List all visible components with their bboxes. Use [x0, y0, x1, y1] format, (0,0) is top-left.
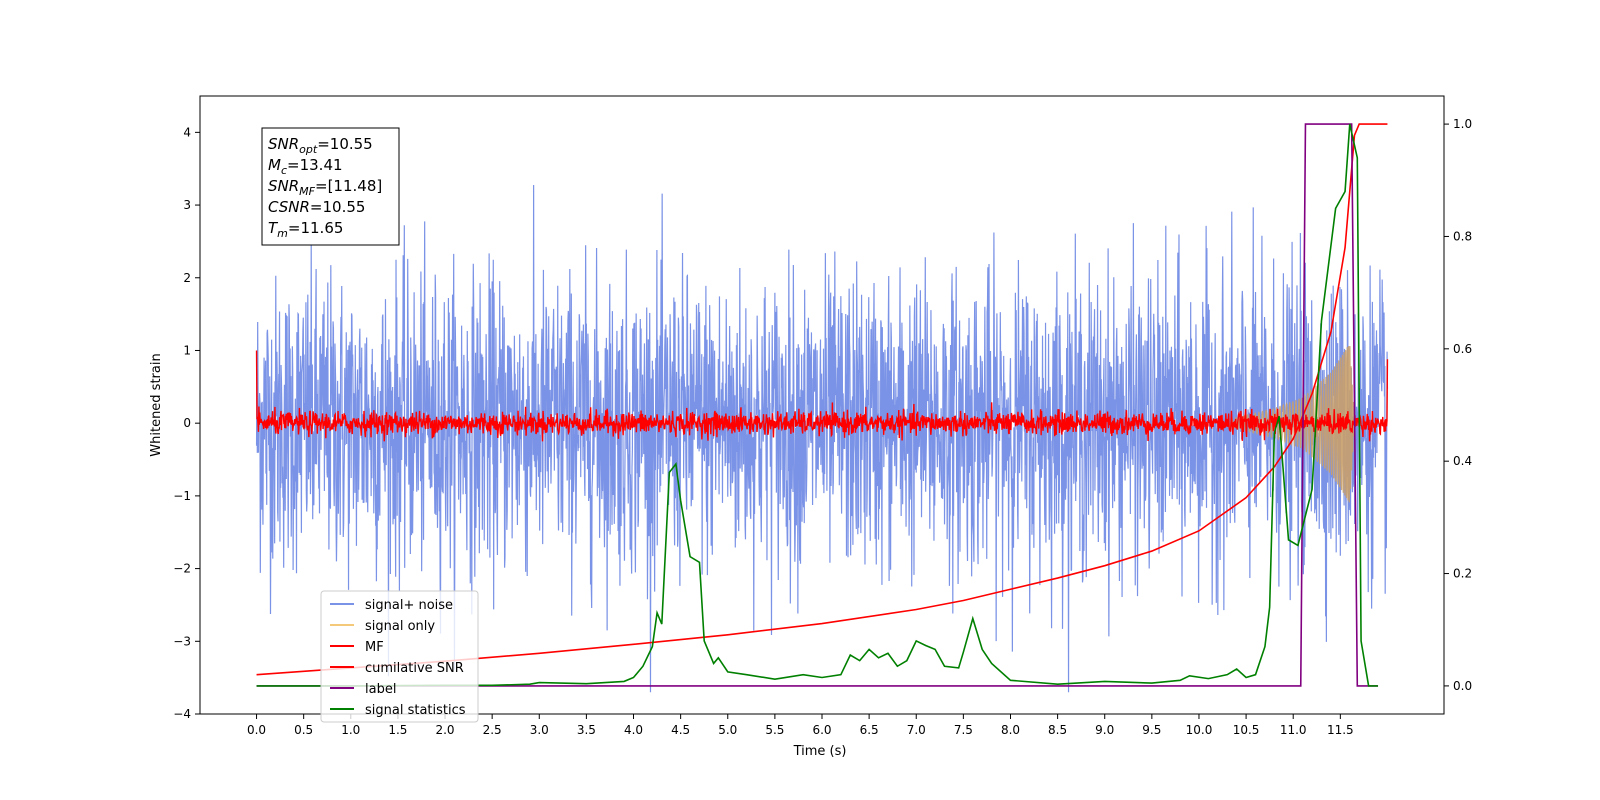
left-y-tick-label: −4 — [173, 707, 191, 721]
x-tick-label: 1.5 — [388, 723, 407, 737]
annotation-line: Tm=11.65 — [268, 219, 343, 240]
y-axis-label: Whitened strain — [149, 353, 164, 456]
x-tick-label: 5.0 — [718, 723, 737, 737]
right-y-tick-label: 1.0 — [1453, 117, 1472, 131]
left-y-tick-label: −1 — [173, 489, 191, 503]
series-label-line — [256, 123, 1379, 687]
x-tick-label: 7.5 — [954, 723, 973, 737]
annotation-frame — [261, 127, 400, 246]
x-tick-label: 2.0 — [435, 723, 454, 737]
left-y-axis: 4 3 2 1 0 −1 −2 −3 −4 — [173, 125, 200, 721]
right-y-tick-label: 0.2 — [1453, 567, 1472, 581]
x-tick-label: 11.0 — [1280, 723, 1307, 737]
legend-label: MF — [365, 640, 384, 655]
legend-label: cumilative SNR — [365, 661, 464, 676]
right-y-tick-label: 0.4 — [1453, 454, 1472, 468]
legend-label: label — [365, 682, 396, 697]
x-tick-label: 4.0 — [624, 723, 643, 737]
x-tick-label: 0.0 — [247, 723, 266, 737]
right-y-tick-label: 0.6 — [1453, 342, 1472, 356]
legend-label: signal statistics — [365, 703, 466, 718]
x-axis-label: Time (s) — [793, 744, 847, 759]
x-tick-label: 0.5 — [294, 723, 313, 737]
x-tick-label: 9.5 — [1142, 723, 1161, 737]
x-tick-label: 5.5 — [765, 723, 784, 737]
annotation-line: SNRMF=[11.48] — [268, 177, 382, 198]
legend-frame — [320, 590, 479, 723]
right-y-axis: 1.0 0.8 0.6 0.4 0.2 0.0 — [1444, 117, 1472, 693]
x-tick-label: 6.5 — [860, 723, 879, 737]
right-y-tick-label: 0.8 — [1453, 229, 1472, 243]
series-signal-statistics-line — [256, 123, 1379, 687]
left-y-tick-label: 1 — [183, 343, 191, 357]
legend: signal+ noise signal only MF cumilative SNR… — [320, 590, 479, 723]
x-tick-label: 4.5 — [671, 723, 690, 737]
left-y-tick-label: 2 — [183, 271, 191, 285]
x-tick-label: 3.0 — [530, 723, 549, 737]
x-tick-label: 11.5 — [1327, 723, 1354, 737]
x-tick-label: 6.0 — [812, 723, 831, 737]
annotation-line: Mc=13.41 — [268, 156, 343, 177]
right-y-tick-label: 0.0 — [1453, 679, 1472, 693]
annotation-line: SNRopt=10.55 — [268, 135, 373, 156]
left-y-tick-label: 4 — [183, 125, 191, 139]
left-y-tick-label: 0 — [183, 416, 191, 430]
x-tick-label: 8.0 — [1001, 723, 1020, 737]
annotation-line: CSNR=10.55 — [268, 198, 365, 216]
series-mf-line — [255, 350, 1389, 442]
x-tick-label: 2.5 — [483, 723, 502, 737]
x-tick-label: 3.5 — [577, 723, 596, 737]
x-tick-label: 10.0 — [1186, 723, 1213, 737]
annotation-box: SNRopt=10.55Mc=13.41SNRMF=[11.48]CSNR=10… — [261, 127, 400, 246]
left-y-tick-label: −3 — [173, 634, 191, 648]
series-cumilative-snr-line — [256, 123, 1388, 676]
x-axis: 0.0 0.5 1.0 1.5 2.0 2.5 3.0 3.5 4.0 4.5 5.0 5.5 6.0 6… — [247, 714, 1354, 737]
x-tick-label: 8.5 — [1048, 723, 1067, 737]
x-tick-label: 1.0 — [341, 723, 360, 737]
legend-label: signal only — [365, 619, 435, 634]
line-series-layer — [255, 123, 1389, 687]
left-y-tick-label: −2 — [173, 562, 191, 576]
legend-label: signal+ noise — [365, 598, 453, 613]
x-tick-label: 7.0 — [907, 723, 926, 737]
x-tick-label: 10.5 — [1233, 723, 1260, 737]
x-tick-label: 9.0 — [1095, 723, 1114, 737]
left-y-tick-label: 3 — [183, 198, 191, 212]
